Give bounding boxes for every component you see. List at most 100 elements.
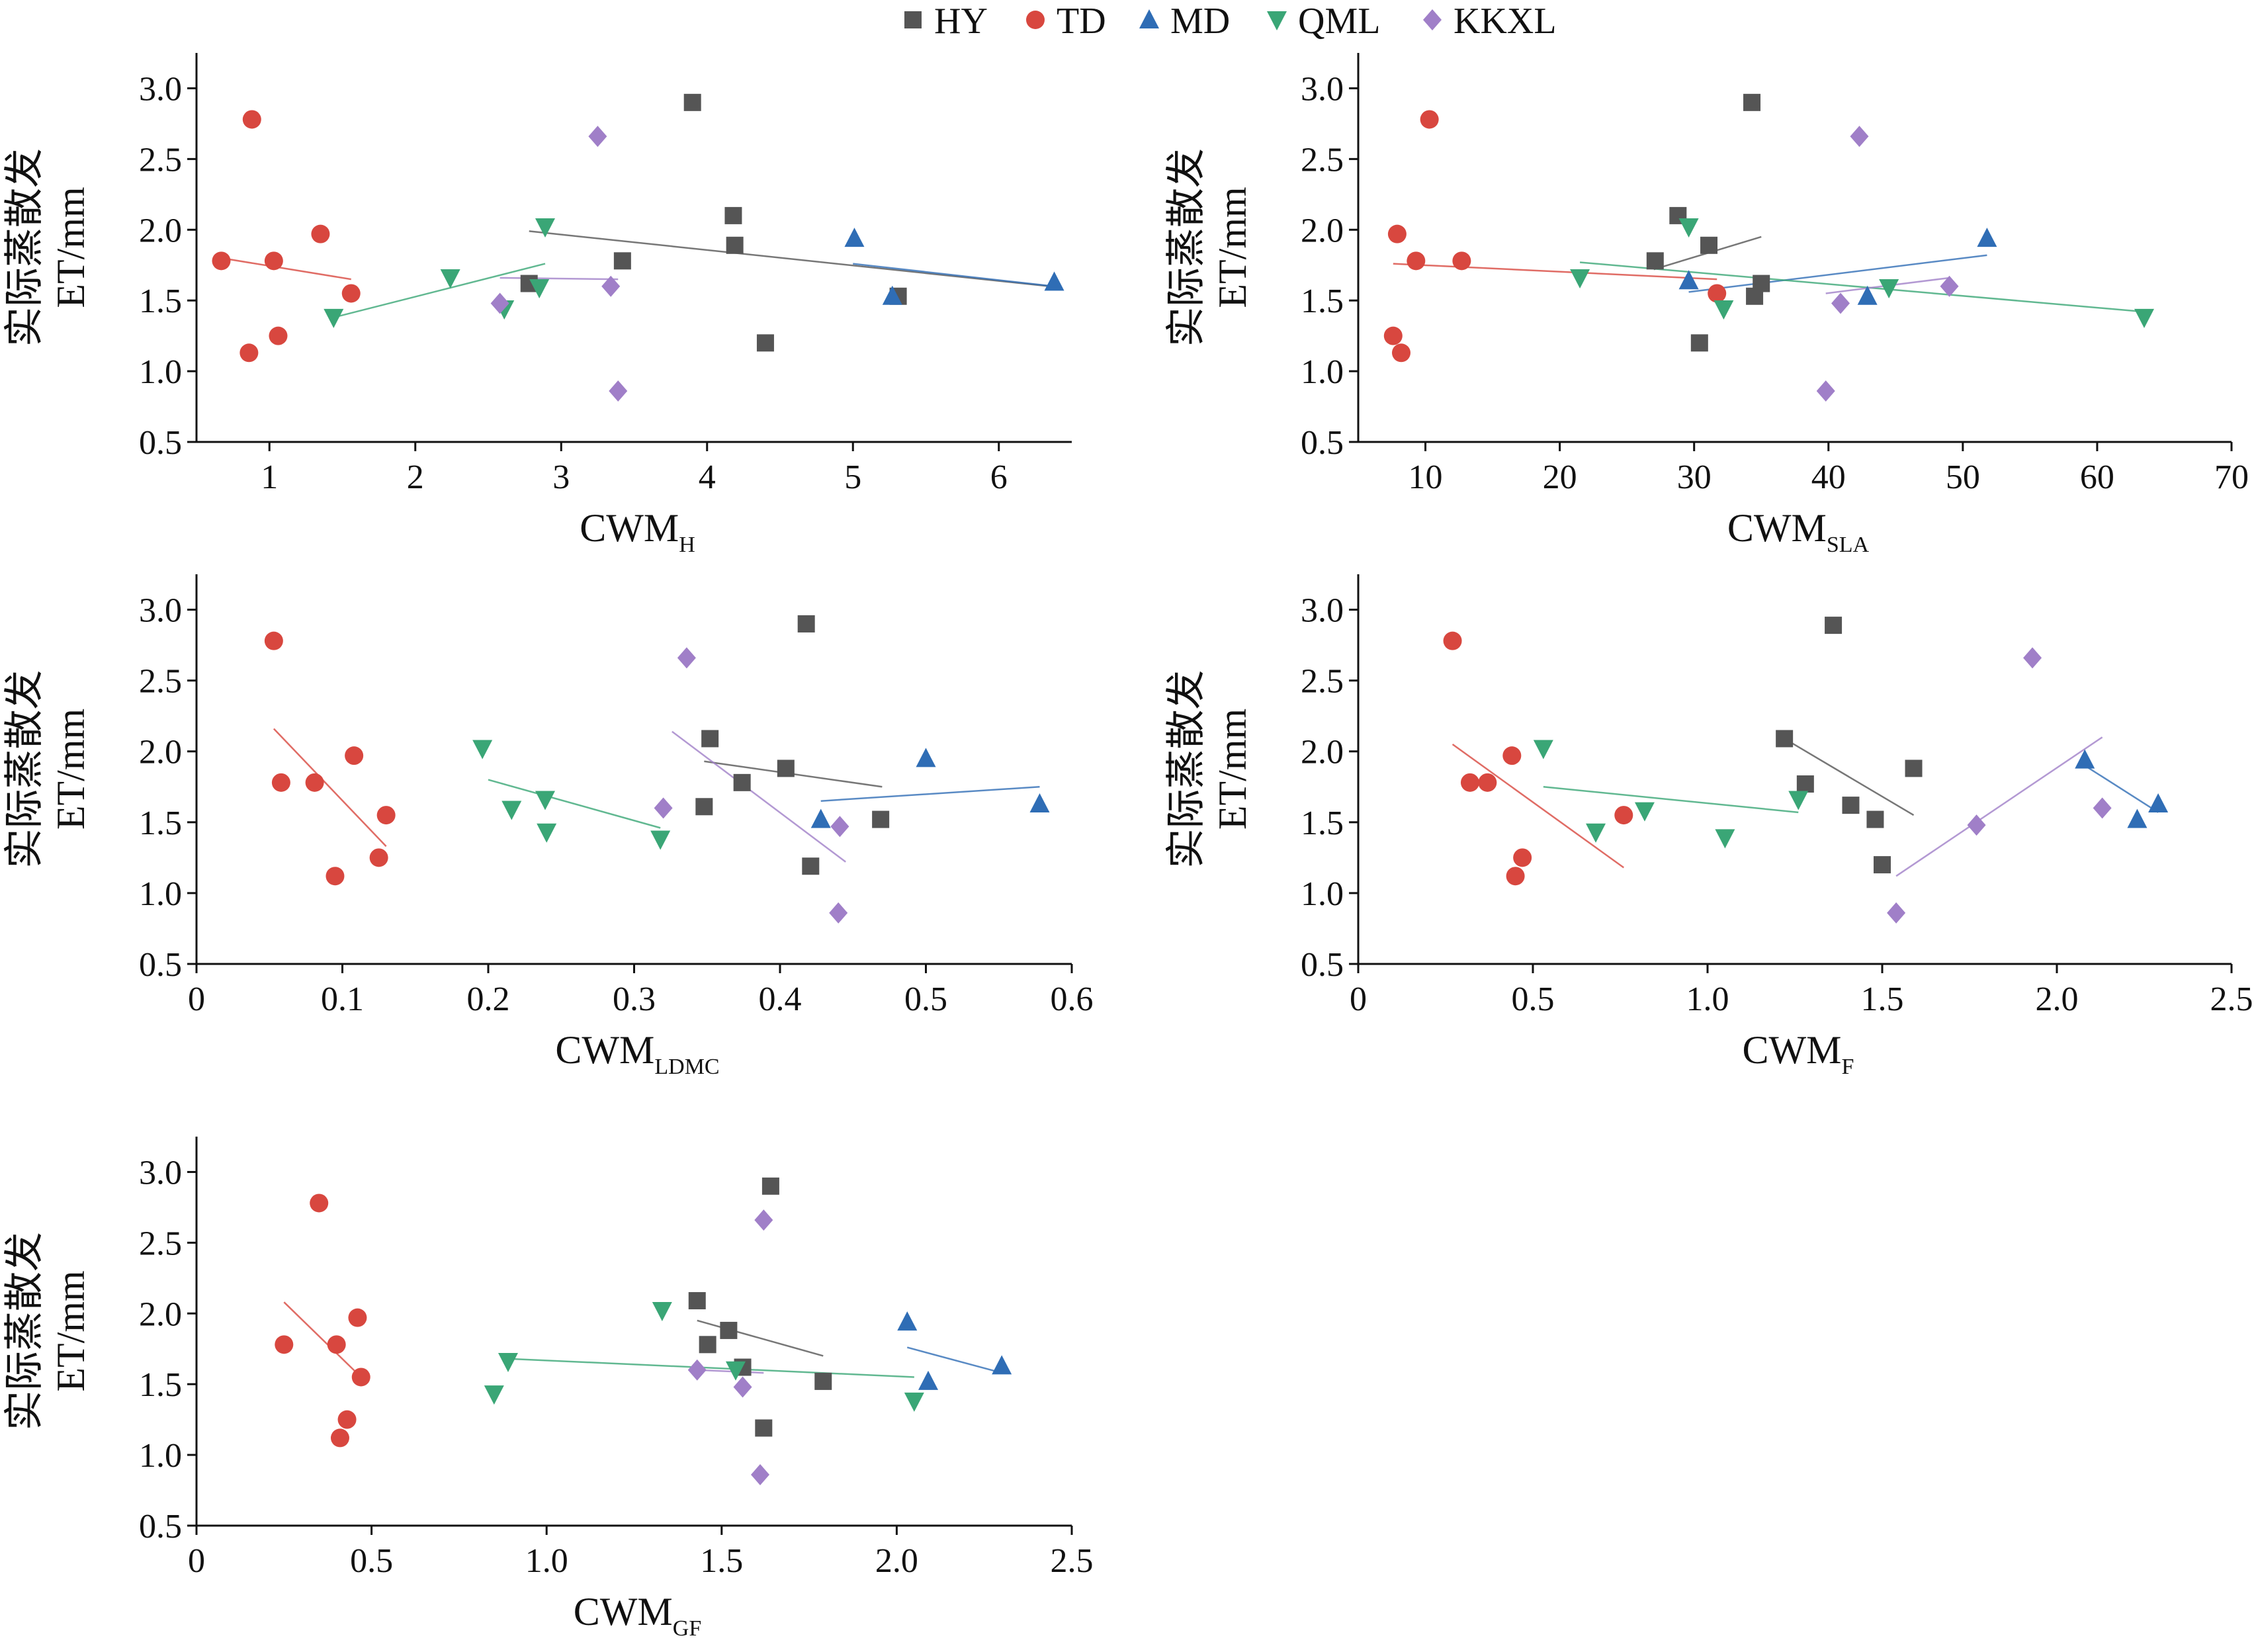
x-tick-label: 1.0 (1686, 980, 1729, 1018)
y-tick-label: 3.0 (1301, 70, 1344, 108)
point-td (1420, 110, 1439, 129)
point-td (239, 343, 259, 363)
y-tick-label: 3.0 (139, 592, 182, 630)
point-qml (472, 740, 493, 760)
point-qml (440, 269, 460, 288)
y-tick-label: 1.0 (139, 875, 182, 913)
y-axis-title-cn: 实际蒸散发 (1164, 670, 1208, 869)
point-td (1478, 773, 1497, 792)
legend-item-td: TD (1026, 1, 1106, 42)
y-tick-label: 3.0 (139, 70, 182, 108)
y-axis-title-cn: 实际蒸散发 (3, 148, 46, 347)
y-tick-label: 1.0 (1301, 353, 1344, 391)
point-hy (1866, 810, 1884, 828)
fit-line-qml (488, 779, 661, 829)
point-hy (1776, 730, 1794, 748)
point-td (1460, 773, 1479, 792)
x-tick-label: 20 (1543, 458, 1577, 496)
point-td (1443, 631, 1462, 650)
y-tick-label: 2.0 (139, 212, 182, 249)
legend-marker-td (1026, 11, 1045, 29)
point-md (2127, 808, 2148, 828)
point-hy (1700, 236, 1718, 254)
chart-panel-ldmc: 0.5 1.0 1.5 2.0 2.5 3.0 0 0.1 0.2 0.3 0.4 0.5 0.6 CWM… (3, 574, 1094, 1079)
point-md (882, 285, 902, 305)
point-kkxl (2093, 797, 2112, 819)
point-hy (1646, 252, 1664, 270)
point-qml (652, 1301, 672, 1321)
y-tick-label: 2.5 (139, 141, 182, 179)
x-tick-label: 60 (2080, 458, 2114, 496)
point-kkxl (588, 126, 607, 148)
point-td (269, 326, 288, 345)
x-tick-label: 0.1 (321, 980, 364, 1018)
y-tick-label: 0.5 (139, 946, 182, 984)
point-qml (484, 1385, 504, 1405)
point-qml (1586, 823, 1606, 843)
point-td (345, 746, 364, 765)
point-qml (1533, 740, 1553, 760)
y-tick-label: 2.5 (139, 1225, 182, 1262)
point-md (810, 808, 831, 828)
point-td (212, 251, 231, 271)
point-qml (324, 308, 344, 328)
point-td (275, 1335, 294, 1354)
fit-line-md (906, 1346, 1002, 1374)
point-td (264, 251, 283, 271)
y-tick-label: 0.5 (1301, 946, 1344, 984)
point-td (348, 1308, 367, 1327)
point-hy (1690, 334, 1708, 352)
fit-line-td (273, 728, 387, 848)
y-tick-label: 1.0 (139, 1437, 182, 1475)
x-tick-label: 3 (552, 458, 570, 496)
point-qml (904, 1392, 924, 1412)
chart-panel-gf: 0.51.01.52.02.53.00 0.5 1.0 1.5 2.0 2.5CWMGF实… (3, 1137, 1094, 1641)
point-hy (756, 334, 774, 352)
legend-item-hy: HY (904, 1, 988, 42)
point-hy (755, 1419, 773, 1437)
y-tick-label: 2.0 (1301, 734, 1344, 771)
legend-label: QML (1298, 1, 1380, 42)
fit-line-md (820, 786, 1040, 802)
fit-line-td (283, 1301, 362, 1378)
x-axis-title: CWMLDMC (555, 1028, 719, 1079)
y-axis-title: ET/mm (1211, 187, 1254, 308)
point-kkxl (2023, 647, 2042, 669)
x-axis-title-subscript: SLA (1827, 533, 1870, 557)
fit-line-kkxl (672, 730, 846, 863)
point-td (1502, 746, 1522, 765)
x-tick-label: 2.5 (1051, 1542, 1094, 1580)
x-axis-title: CWMH (580, 506, 695, 557)
x-axis-title: CWMGF (574, 1590, 701, 1641)
point-kkxl (1967, 814, 1986, 836)
point-qml (498, 1352, 518, 1372)
y-axis-title: ET/mm (1211, 709, 1254, 830)
x-axis-title-subscript: H (679, 533, 695, 557)
fit-line-td (1393, 263, 1717, 281)
y-tick-label: 2.0 (139, 734, 182, 771)
point-td (310, 1194, 329, 1213)
point-hy (699, 1336, 716, 1354)
legend-item-qml: QML (1267, 1, 1380, 42)
x-tick-label: 0.2 (467, 980, 510, 1018)
fit-line-td (1452, 744, 1625, 869)
point-md (897, 1311, 918, 1331)
point-hy (724, 206, 742, 224)
point-kkxl (733, 1376, 752, 1398)
x-axis-title-main: CWM (1743, 1028, 1842, 1072)
point-td (1391, 343, 1410, 363)
point-hy (688, 1292, 706, 1310)
x-tick-label: 30 (1677, 458, 1712, 496)
x-tick-label: 4 (699, 458, 716, 496)
point-md (2075, 749, 2095, 769)
point-td (1407, 251, 1426, 271)
point-qml (1788, 791, 1809, 810)
point-kkxl (687, 1359, 707, 1381)
y-tick-label: 2.0 (139, 1295, 182, 1333)
point-kkxl (654, 797, 673, 819)
point-td (330, 1428, 349, 1448)
legend-label: HY (934, 1, 988, 42)
point-hy (701, 730, 719, 748)
y-tick-label: 1.5 (139, 283, 182, 320)
